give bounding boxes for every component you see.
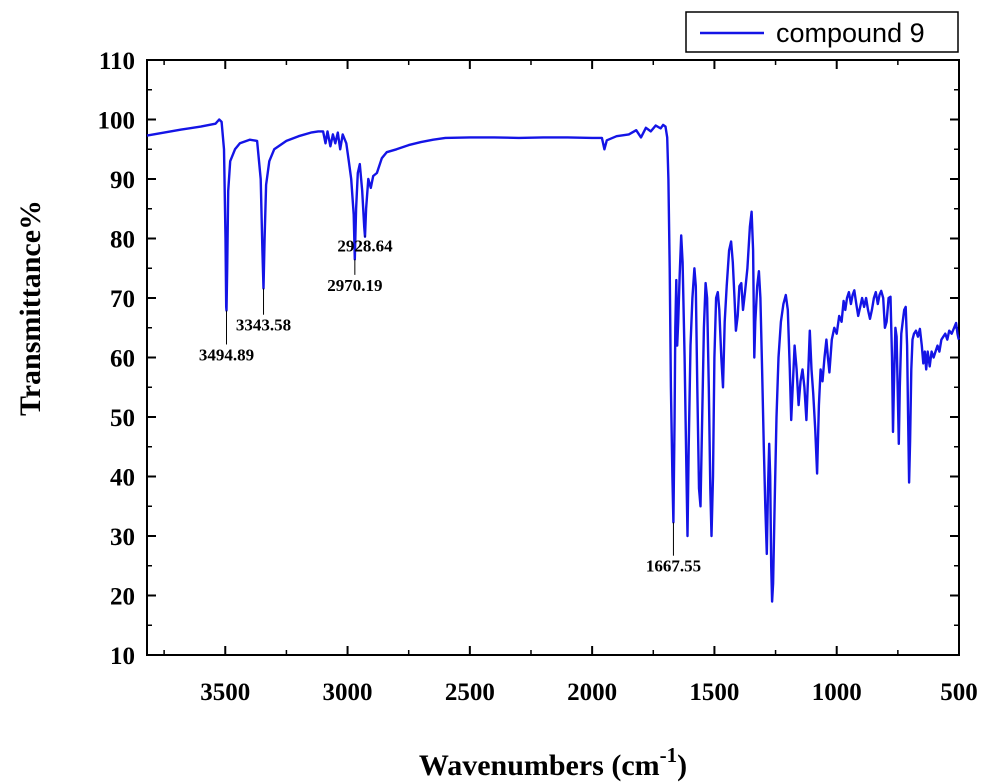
x-tick-label: 1000 [812,679,862,706]
x-tick-label: 1500 [689,679,739,706]
y-tick-label: 110 [99,48,135,75]
x-axis-title-main: Wavenumbers (cm [419,749,660,782]
peak-label: 1667.55 [646,557,701,576]
y-tick-label: 100 [98,108,136,135]
x-axis: 3500 3000 2500 2000 1500 1000 500 [163,60,978,706]
x-axis-title-superscript: -1 [660,743,678,767]
y-tick-label: 80 [110,227,135,254]
x-axis-title-close: ) [677,749,687,782]
peak-label: 3494.89 [199,345,254,364]
plot-area-frame [146,59,960,656]
y-tick-label: 70 [110,286,135,313]
y-tick-label: 30 [110,524,135,551]
y-tick-label: 40 [110,465,135,492]
y-tick-label: 60 [110,346,135,373]
y-tick-label: 20 [110,584,135,611]
series-line-compound-9 [146,118,961,603]
x-tick-label: 3500 [200,679,250,706]
legend: compound 9 [685,11,959,53]
peak-label: 2928.64 [337,237,393,256]
x-tick-label: 2500 [445,679,495,706]
peak-label: 3343.58 [236,316,291,335]
y-tick-label: 90 [110,167,135,194]
y-tick-label: 10 [110,643,135,670]
x-axis-title: Wavenumbers (cm-1) [419,743,687,782]
x-tick-label: 500 [940,679,978,706]
x-tick-label: 3000 [323,679,373,706]
peak-label: 2970.19 [327,276,382,295]
y-axis: 10 20 30 40 50 60 70 80 90 100 110 [98,48,959,670]
peak-annotations: 3494.89 3343.58 2970.19 2928.64 1667.55 [199,235,701,576]
x-tick-label: 2000 [567,679,617,706]
y-axis-title: Transmittance% [14,200,47,416]
y-tick-label: 50 [110,405,135,432]
series-layer [146,118,961,603]
legend-label: compound 9 [776,18,925,48]
